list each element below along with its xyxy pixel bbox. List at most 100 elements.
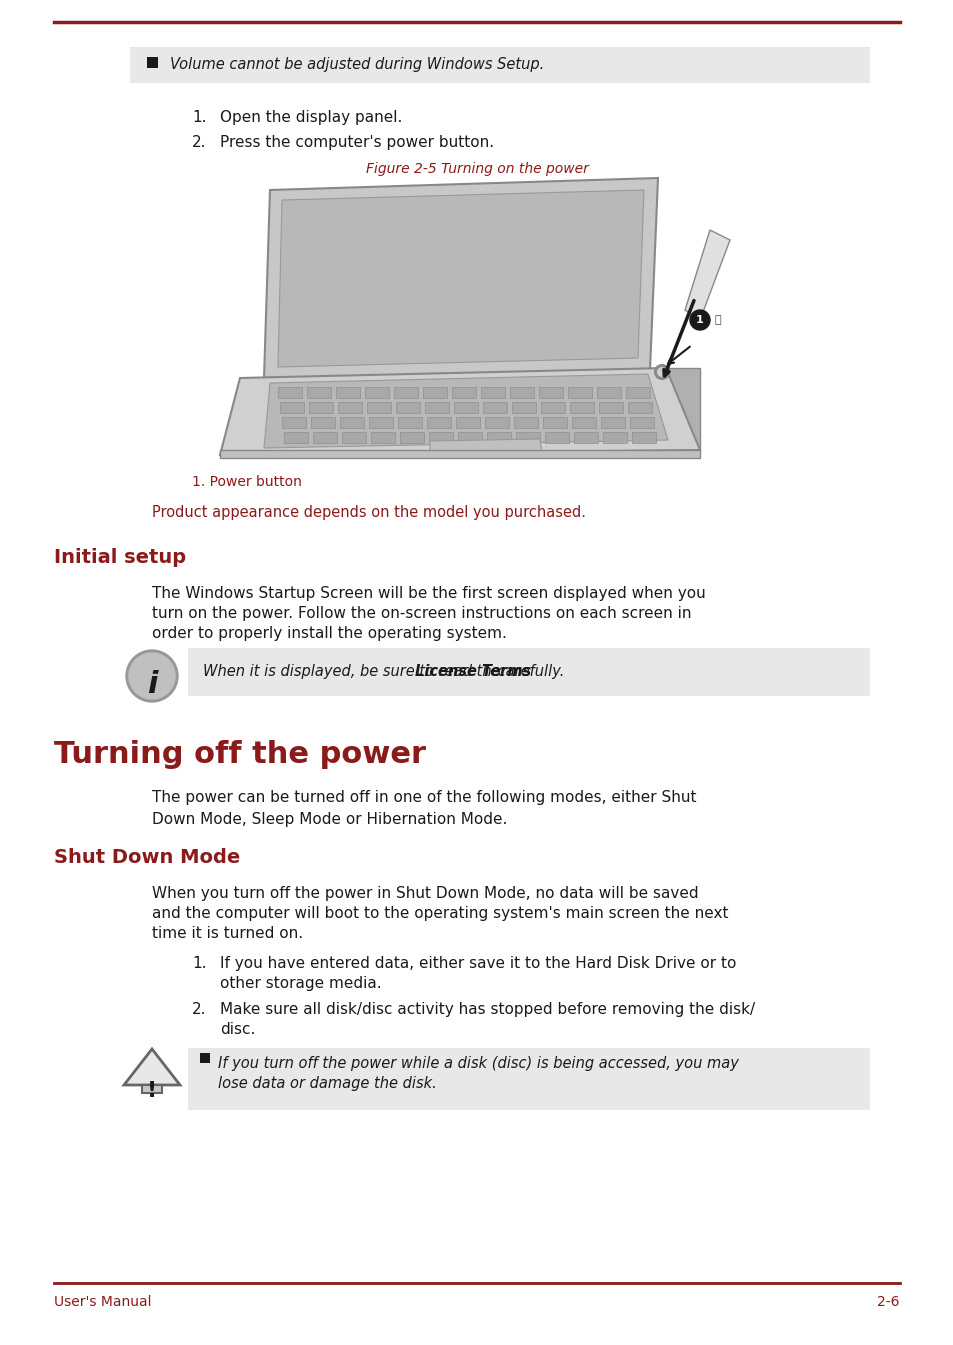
Text: 2-6: 2-6 [877, 1295, 899, 1309]
Text: !: ! [147, 1081, 157, 1102]
Text: When you turn off the power in Shut Down Mode, no data will be saved: When you turn off the power in Shut Down… [152, 886, 698, 901]
Polygon shape [452, 387, 476, 398]
Polygon shape [512, 402, 536, 413]
Polygon shape [430, 438, 541, 455]
Text: ⏻: ⏻ [714, 315, 720, 325]
FancyBboxPatch shape [188, 648, 869, 695]
Text: other storage media.: other storage media. [220, 976, 381, 991]
Polygon shape [282, 417, 306, 428]
Text: Make sure all disk/disc activity has stopped before removing the disk/: Make sure all disk/disc activity has sto… [220, 1002, 755, 1017]
Polygon shape [311, 417, 335, 428]
Polygon shape [482, 402, 506, 413]
Text: 2.: 2. [192, 1002, 206, 1017]
Text: Product appearance depends on the model you purchased.: Product appearance depends on the model … [152, 504, 585, 521]
Polygon shape [277, 190, 643, 367]
Polygon shape [367, 402, 391, 413]
Text: 2.: 2. [192, 134, 206, 151]
Text: Volume cannot be adjusted during Windows Setup.: Volume cannot be adjusted during Windows… [170, 56, 543, 73]
Text: 1: 1 [696, 315, 703, 325]
Polygon shape [427, 417, 451, 428]
Text: order to properly install the operating system.: order to properly install the operating … [152, 625, 506, 642]
Polygon shape [484, 417, 509, 428]
Polygon shape [309, 402, 333, 413]
Text: Initial setup: Initial setup [54, 547, 186, 568]
FancyBboxPatch shape [220, 451, 700, 459]
Polygon shape [369, 417, 393, 428]
Polygon shape [516, 432, 539, 443]
Text: time it is turned on.: time it is turned on. [152, 925, 303, 941]
Text: License Terms: License Terms [415, 664, 531, 679]
Polygon shape [341, 432, 366, 443]
Text: disc.: disc. [220, 1022, 255, 1037]
Text: lose data or damage the disk.: lose data or damage the disk. [218, 1076, 436, 1091]
Polygon shape [429, 432, 453, 443]
Polygon shape [307, 387, 331, 398]
Polygon shape [280, 402, 304, 413]
Polygon shape [394, 387, 417, 398]
Bar [200, 1053, 210, 1063]
Polygon shape [627, 402, 651, 413]
Polygon shape [284, 432, 308, 443]
Text: and the computer will boot to the operating system's main screen the next: and the computer will boot to the operat… [152, 907, 728, 921]
Polygon shape [665, 369, 700, 451]
Polygon shape [598, 402, 622, 413]
Polygon shape [457, 432, 481, 443]
Polygon shape [264, 178, 658, 378]
Polygon shape [597, 387, 620, 398]
FancyBboxPatch shape [142, 1085, 162, 1093]
Text: If you turn off the power while a disk (disc) is being accessed, you may: If you turn off the power while a disk (… [218, 1056, 739, 1071]
Polygon shape [486, 432, 511, 443]
Text: Press the computer's power button.: Press the computer's power button. [220, 134, 494, 151]
Polygon shape [480, 387, 504, 398]
Polygon shape [220, 369, 700, 455]
Polygon shape [365, 387, 389, 398]
Text: Open the display panel.: Open the display panel. [220, 110, 402, 125]
Circle shape [126, 650, 178, 702]
Bar [147, 56, 158, 69]
Polygon shape [399, 432, 423, 443]
Text: The power can be turned off in one of the following modes, either Shut: The power can be turned off in one of th… [152, 790, 696, 806]
Text: The Windows Startup Screen will be the first screen displayed when you: The Windows Startup Screen will be the f… [152, 586, 705, 601]
Text: 1.: 1. [192, 110, 206, 125]
Polygon shape [684, 230, 729, 320]
Text: When it is displayed, be sure to read the: When it is displayed, be sure to read th… [203, 664, 505, 679]
Text: Shut Down Mode: Shut Down Mode [54, 847, 240, 868]
Polygon shape [395, 402, 419, 413]
Polygon shape [567, 387, 592, 398]
Polygon shape [337, 402, 361, 413]
Polygon shape [629, 417, 654, 428]
Polygon shape [602, 432, 626, 443]
Polygon shape [625, 387, 649, 398]
Text: i: i [147, 670, 157, 699]
Polygon shape [572, 417, 596, 428]
Text: Down Mode, Sleep Mode or Hibernation Mode.: Down Mode, Sleep Mode or Hibernation Mod… [152, 812, 507, 827]
Circle shape [689, 309, 709, 330]
Text: carefully.: carefully. [493, 664, 564, 679]
Text: 1. Power button: 1. Power button [192, 475, 301, 490]
Polygon shape [371, 432, 395, 443]
Polygon shape [600, 417, 624, 428]
Polygon shape [124, 1049, 180, 1085]
Polygon shape [569, 402, 594, 413]
Polygon shape [339, 417, 364, 428]
Polygon shape [313, 432, 336, 443]
Polygon shape [510, 387, 534, 398]
FancyBboxPatch shape [188, 1048, 869, 1110]
Polygon shape [397, 417, 421, 428]
Polygon shape [264, 374, 667, 448]
Text: turn on the power. Follow the on-screen instructions on each screen in: turn on the power. Follow the on-screen … [152, 607, 691, 621]
Polygon shape [424, 402, 449, 413]
Polygon shape [277, 387, 302, 398]
Polygon shape [538, 387, 562, 398]
Polygon shape [544, 432, 568, 443]
Text: Figure 2-5 Turning on the power: Figure 2-5 Turning on the power [365, 161, 588, 176]
Text: 1.: 1. [192, 956, 206, 971]
Text: If you have entered data, either save it to the Hard Disk Drive or to: If you have entered data, either save it… [220, 956, 736, 971]
Polygon shape [514, 417, 537, 428]
Polygon shape [456, 417, 479, 428]
Text: Turning off the power: Turning off the power [54, 740, 426, 769]
Polygon shape [454, 402, 477, 413]
FancyBboxPatch shape [130, 47, 869, 83]
Polygon shape [542, 417, 566, 428]
Circle shape [655, 364, 668, 379]
